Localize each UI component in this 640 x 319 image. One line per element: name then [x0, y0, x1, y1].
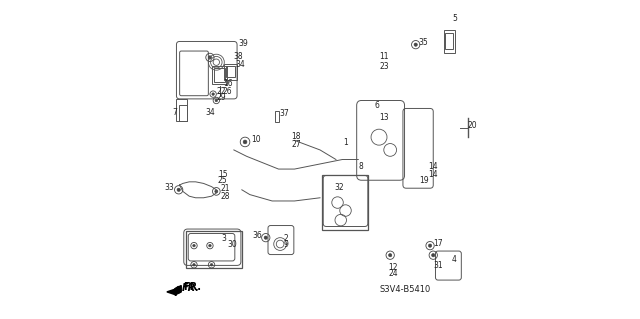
Bar [275, 111, 278, 122]
Text: 27: 27 [291, 140, 301, 149]
Bar [212, 66, 227, 84]
Circle shape [243, 140, 247, 144]
Text: 22: 22 [216, 87, 226, 96]
Circle shape [177, 188, 180, 191]
Circle shape [431, 254, 435, 257]
Text: 19: 19 [419, 176, 429, 185]
Circle shape [428, 244, 432, 247]
Text: 35: 35 [419, 38, 429, 47]
Text: 11: 11 [379, 52, 388, 61]
Bar [444, 30, 455, 53]
Text: 17: 17 [433, 239, 443, 248]
Text: 9: 9 [284, 240, 288, 249]
Text: 33: 33 [164, 183, 174, 192]
Text: 1: 1 [343, 138, 348, 147]
Circle shape [414, 43, 417, 46]
Text: 31: 31 [433, 261, 443, 270]
Bar [321, 175, 368, 230]
Circle shape [211, 263, 213, 266]
Text: 21: 21 [220, 184, 230, 193]
Circle shape [193, 244, 195, 247]
Text: 24: 24 [388, 269, 398, 278]
Text: 36: 36 [253, 231, 262, 240]
Text: S3V4-B5410: S3V4-B5410 [379, 285, 430, 294]
Bar [445, 33, 453, 49]
Text: 13: 13 [379, 113, 388, 122]
Circle shape [215, 190, 218, 193]
Circle shape [208, 56, 212, 59]
Bar [179, 105, 187, 121]
Text: 37: 37 [279, 109, 289, 118]
Circle shape [215, 99, 218, 102]
Bar [214, 68, 225, 82]
Text: 20: 20 [467, 121, 477, 130]
Text: 10: 10 [252, 135, 261, 144]
Text: 4: 4 [451, 255, 456, 263]
Text: FR.: FR. [184, 282, 202, 292]
Text: 25: 25 [218, 176, 228, 185]
Text: 14: 14 [428, 162, 438, 171]
Text: 26: 26 [223, 87, 232, 96]
Text: 12: 12 [388, 263, 398, 271]
Text: FR.: FR. [182, 283, 200, 293]
Text: 8: 8 [358, 162, 363, 171]
Text: 16: 16 [223, 79, 232, 88]
Text: 18: 18 [291, 132, 301, 141]
Text: 14: 14 [428, 170, 438, 179]
Text: 30: 30 [227, 240, 237, 249]
Text: 15: 15 [218, 170, 228, 179]
Text: 5: 5 [452, 14, 457, 23]
Bar [186, 231, 242, 268]
Text: 39: 39 [239, 39, 248, 48]
Circle shape [212, 93, 214, 95]
Text: 38: 38 [234, 52, 243, 61]
Text: 28: 28 [220, 192, 230, 201]
Bar [224, 64, 237, 80]
Text: 34: 34 [236, 60, 245, 69]
Bar [226, 66, 236, 77]
Text: 7: 7 [172, 108, 177, 117]
Text: 2: 2 [284, 234, 288, 243]
Circle shape [193, 263, 195, 266]
Text: 34: 34 [205, 108, 215, 117]
Bar [175, 99, 187, 121]
Text: 3: 3 [221, 234, 226, 243]
Text: 32: 32 [334, 183, 344, 192]
Polygon shape [167, 286, 181, 295]
Circle shape [388, 254, 392, 257]
Text: 29: 29 [216, 93, 226, 102]
Circle shape [264, 236, 268, 239]
Circle shape [209, 244, 211, 247]
Text: 6: 6 [374, 101, 379, 110]
Text: 23: 23 [379, 62, 388, 70]
